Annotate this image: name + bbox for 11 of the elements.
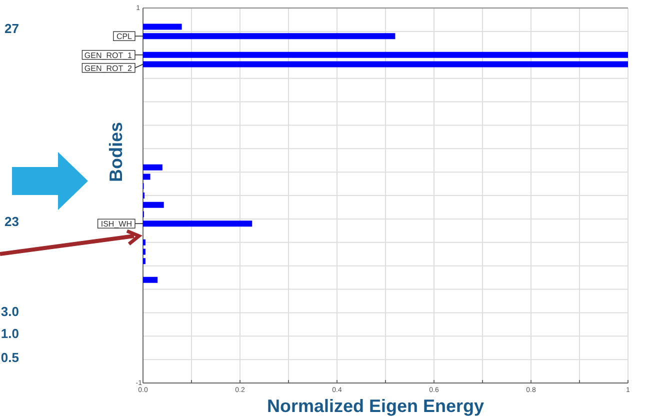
- text: 0.5: [0, 350, 19, 365]
- text: 1.0: [0, 326, 19, 341]
- x-axis-title: Normalized Eigen Energy: [266, 396, 484, 416]
- text: 27: [4, 21, 19, 36]
- y-tick-label: CPL: [116, 32, 133, 42]
- text: 23: [4, 214, 19, 229]
- y-tick-label: GEN_ROT_2: [84, 64, 133, 73]
- y-tick-label: GEN_ROT_1: [84, 50, 133, 60]
- y-tick-label: ISH_WH: [100, 220, 132, 229]
- text: 3.0: [0, 304, 19, 319]
- y-axis-title: Bodies: [106, 122, 126, 182]
